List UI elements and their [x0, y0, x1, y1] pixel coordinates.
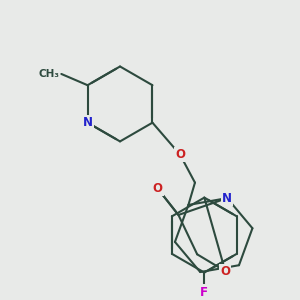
- Text: F: F: [200, 286, 208, 299]
- Text: CH₃: CH₃: [38, 69, 59, 79]
- Text: N: N: [222, 192, 232, 205]
- Text: O: O: [153, 182, 163, 195]
- Text: N: N: [82, 116, 93, 129]
- Text: O: O: [175, 148, 185, 161]
- Text: O: O: [220, 265, 230, 278]
